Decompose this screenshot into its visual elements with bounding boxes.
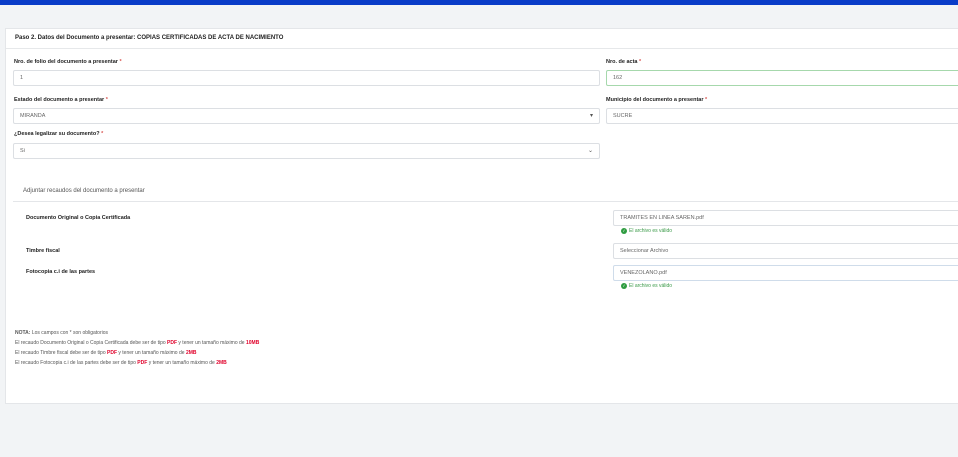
divider xyxy=(13,201,958,202)
note-line: El recaudo Fotocopia c.i de las partes d… xyxy=(15,360,227,366)
document-form-card: Paso 2. Datos del Documento a presentar:… xyxy=(5,28,958,404)
folio-input[interactable]: 1 xyxy=(13,70,600,86)
file-input-original[interactable]: TRAMITES EN LINEA SAREN.pdf xyxy=(613,210,958,226)
file-input-timbre[interactable]: Seleccionar Archivo xyxy=(613,243,958,259)
acta-label: Nro. de acta * xyxy=(606,59,642,65)
top-bar xyxy=(0,0,958,5)
attachment-label-fotocopia: Fotocopia c.i de las partes xyxy=(26,269,96,275)
file-input-fotocopia[interactable]: VENEZOLANO.pdf xyxy=(613,265,958,281)
municipio-select[interactable]: SUCRE xyxy=(606,108,958,124)
note-line: El recaudo Timbre fiscal debe ser de tip… xyxy=(15,350,197,356)
check-circle-icon: ✓ xyxy=(621,228,627,234)
acta-input[interactable]: 162 xyxy=(606,70,958,86)
attachment-label-timbre: Timbre fiscal xyxy=(26,248,60,254)
note-line: El recaudo Documento Original o Copia Ce… xyxy=(15,340,260,346)
estado-select[interactable]: MIRANDA ▾ xyxy=(13,108,600,124)
note-intro: NOTA: Los campos con * son obligatorios xyxy=(15,330,109,336)
valid-status: ✓ El archivo es válido xyxy=(621,228,673,234)
chevron-down-icon: ⌄ xyxy=(587,148,593,154)
attachments-title: Adjuntar recaudos del documento a presen… xyxy=(23,188,145,194)
estado-value: MIRANDA xyxy=(20,113,46,119)
folio-label: Nro. de folio del documento a presentar … xyxy=(14,59,122,65)
check-circle-icon: ✓ xyxy=(621,283,627,289)
legalizar-value: Si xyxy=(20,148,25,154)
chevron-down-icon: ▾ xyxy=(589,113,593,119)
valid-status: ✓ El archivo es válido xyxy=(621,283,673,289)
estado-label: Estado del documento a presentar * xyxy=(14,97,108,103)
attachment-label-original: Documento Original o Copia Certificada xyxy=(26,215,131,221)
legalizar-select[interactable]: Si ⌄ xyxy=(13,143,600,159)
legalizar-label: ¿Desea legalizar su documento? * xyxy=(14,131,104,137)
municipio-label: Municipio del documento a presentar * xyxy=(606,97,708,103)
step-title: Paso 2. Datos del Documento a presentar:… xyxy=(6,29,958,49)
